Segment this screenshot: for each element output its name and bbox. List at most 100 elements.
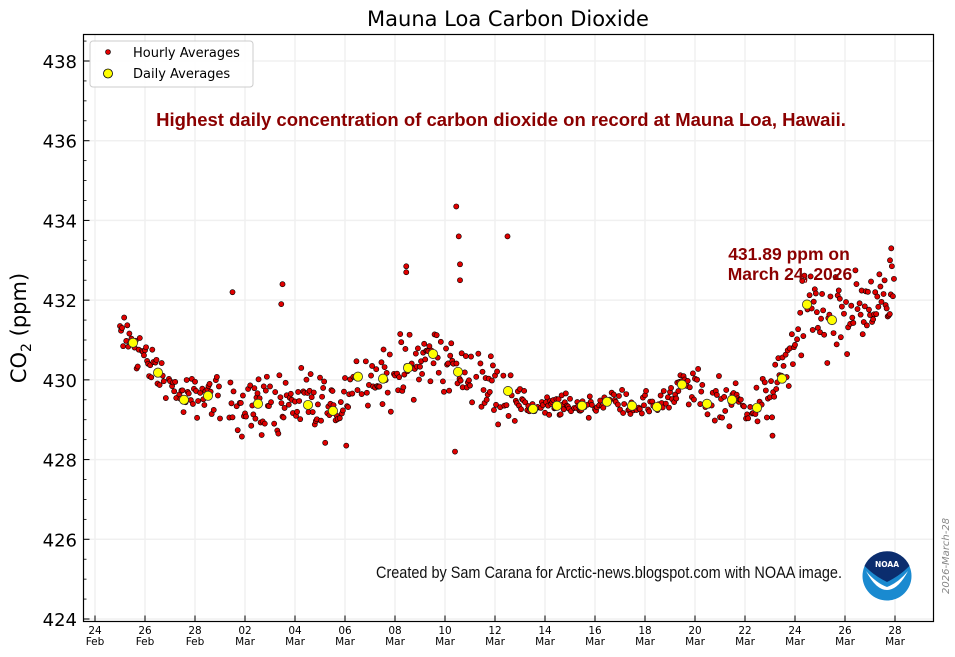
hourly-point — [206, 380, 213, 387]
daily-point — [252, 398, 263, 409]
hourly-point — [891, 275, 897, 282]
hourly-outlier-point — [229, 289, 236, 296]
hourly-point — [435, 369, 442, 376]
y-axis-label: CO2 (ppm) — [7, 273, 35, 383]
plot-frame — [82, 33, 935, 623]
hourly-point — [238, 433, 245, 440]
x-tick-label-day: 16 — [588, 625, 602, 637]
hourly-point — [126, 330, 133, 337]
daily-point — [528, 403, 539, 414]
x-tick-label-day: 20 — [688, 625, 701, 637]
hourly-point — [475, 350, 482, 357]
hourly-point — [397, 331, 404, 337]
hourly-point — [483, 396, 490, 403]
hourly-outlier-point — [887, 257, 893, 264]
hourly-point — [162, 395, 169, 401]
hourly-point — [732, 380, 739, 387]
hourly-point — [820, 307, 827, 314]
hourly-point — [440, 378, 446, 385]
hourly-outlier-point — [457, 277, 463, 284]
hourly-point — [345, 404, 352, 410]
hourly-point — [468, 353, 474, 360]
hourly-point — [753, 384, 760, 391]
hourly-outlier-point — [279, 281, 286, 288]
hourly-point — [762, 387, 769, 394]
hourly-point — [278, 400, 285, 407]
x-tick-label-month: Mar — [485, 636, 505, 648]
hourly-point — [297, 416, 304, 423]
hourly-point — [741, 403, 747, 410]
y-tick-label: 432 — [43, 291, 77, 312]
hourly-point — [494, 368, 500, 375]
hourly-point — [873, 311, 880, 317]
hourly-point — [852, 267, 859, 274]
hourly-point — [255, 376, 262, 383]
hourly-point — [282, 379, 289, 386]
hourly-point — [478, 403, 485, 410]
hourly-point — [588, 402, 595, 408]
hourly-point — [562, 390, 569, 397]
hourly-point — [848, 302, 855, 309]
hourly-point — [248, 422, 255, 429]
x-tick-label-day: 10 — [438, 625, 451, 637]
hourly-point — [870, 316, 877, 323]
hourly-point — [875, 303, 882, 310]
hourly-point — [888, 263, 895, 270]
hourly-point — [153, 356, 160, 363]
hourly-point — [698, 388, 705, 395]
legend-box — [89, 40, 254, 88]
x-tick-label-month: Mar — [735, 636, 755, 648]
hourly-point — [136, 335, 143, 341]
daily-point — [402, 362, 413, 373]
daily-point — [677, 379, 688, 390]
daily-point — [452, 366, 463, 377]
hourly-point — [780, 363, 787, 369]
hourly-point — [419, 370, 425, 377]
hourly-outlier-point — [769, 432, 776, 439]
hourly-point — [726, 423, 733, 430]
x-tick-label-month: Mar — [335, 636, 355, 648]
hourly-point — [252, 415, 259, 422]
hourly-point — [349, 390, 356, 397]
hourly-point — [761, 379, 768, 386]
x-tick-label-month: Mar — [235, 636, 255, 648]
hourly-point — [721, 393, 728, 400]
daily-point — [352, 371, 363, 382]
hourly-point — [479, 368, 486, 375]
hourly-point — [280, 414, 287, 421]
hourly-point — [800, 333, 807, 339]
hourly-point — [856, 300, 863, 307]
y-tick-label: 436 — [43, 132, 77, 153]
x-tick-label-day: 24 — [788, 625, 802, 637]
hourly-point — [627, 411, 634, 417]
hourly-point — [319, 393, 325, 400]
hourly-point — [415, 345, 421, 352]
hourly-point — [771, 393, 778, 400]
hourly-point — [773, 386, 780, 392]
daily-point — [777, 373, 788, 384]
hourly-point — [446, 387, 453, 394]
hourly-point — [340, 407, 346, 414]
hourly-point — [518, 406, 524, 413]
hourly-point — [722, 408, 729, 414]
hourly-point — [507, 372, 514, 379]
hourly-point — [387, 408, 394, 415]
hourly-point — [243, 413, 249, 420]
daily-point — [702, 398, 713, 409]
daily-point — [652, 401, 663, 412]
hourly-point — [307, 371, 314, 377]
noaa-logo-bird-top — [864, 551, 910, 582]
hourly-point — [487, 353, 494, 360]
hourly-point — [402, 346, 409, 352]
hourly-point — [866, 306, 872, 313]
hourly-point — [141, 352, 147, 359]
hourly-point — [380, 346, 387, 353]
hourly-point — [719, 414, 725, 421]
chart-title: Mauna Loa Carbon Dioxide — [367, 7, 649, 31]
hourly-point — [281, 405, 288, 411]
hourly-point — [412, 350, 419, 357]
hourly-point — [876, 271, 883, 278]
hourly-point — [691, 396, 697, 403]
hourly-point — [662, 400, 669, 407]
hourly-point — [386, 351, 393, 358]
